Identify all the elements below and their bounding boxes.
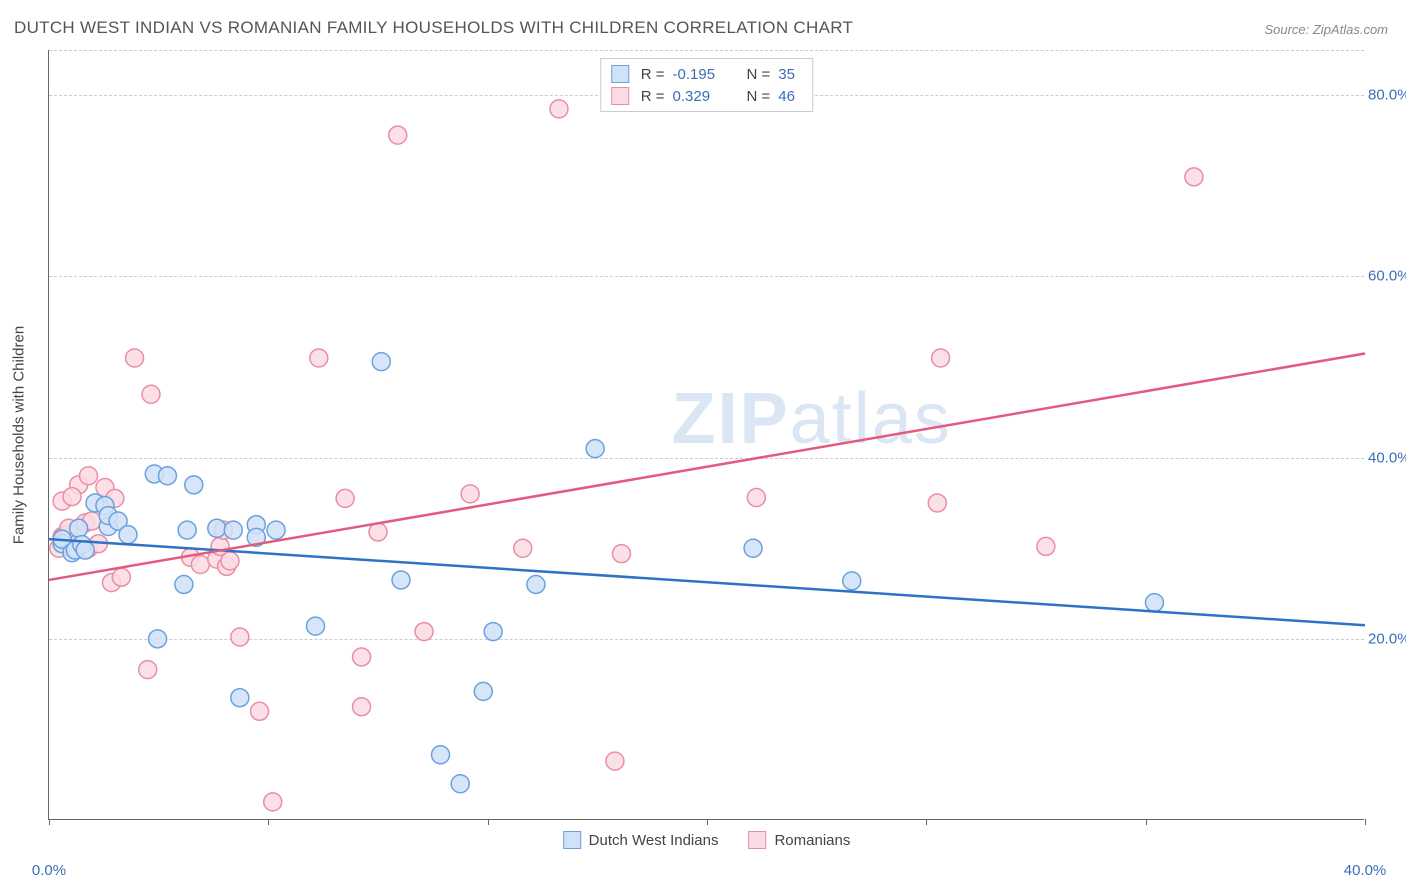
y-tick-label: 20.0% xyxy=(1368,630,1406,647)
legend-top-row: R = 0.329 N = 46 xyxy=(611,85,803,107)
scatter-point xyxy=(432,746,450,764)
legend-bottom: Dutch West Indians Romanians xyxy=(563,831,851,849)
x-tick xyxy=(49,819,50,825)
scatter-point xyxy=(76,541,94,559)
x-tick xyxy=(926,819,927,825)
x-tick xyxy=(1146,819,1147,825)
source-label: Source: ZipAtlas.com xyxy=(1264,22,1388,37)
scatter-point xyxy=(231,628,249,646)
scatter-point xyxy=(932,349,950,367)
scatter-point xyxy=(63,488,81,506)
legend-r-label: R = xyxy=(641,66,665,83)
scatter-point xyxy=(175,575,193,593)
x-tick-label: 0.0% xyxy=(32,862,66,879)
scatter-point xyxy=(527,575,545,593)
legend-n-value: 35 xyxy=(778,66,802,83)
legend-bottom-item: Romanians xyxy=(748,831,850,849)
scatter-point xyxy=(231,689,249,707)
scatter-point xyxy=(1145,594,1163,612)
legend-swatch xyxy=(611,65,629,83)
y-tick-label: 80.0% xyxy=(1368,87,1406,104)
scatter-point xyxy=(484,623,502,641)
legend-r-value: 0.329 xyxy=(673,88,731,105)
scatter-point xyxy=(251,702,269,720)
scatter-point xyxy=(149,630,167,648)
x-tick xyxy=(268,819,269,825)
legend-top-row: R = -0.195 N = 35 xyxy=(611,63,803,85)
legend-swatch xyxy=(563,831,581,849)
y-tick-label: 40.0% xyxy=(1368,449,1406,466)
scatter-point xyxy=(744,539,762,557)
scatter-point xyxy=(336,489,354,507)
scatter-point xyxy=(158,467,176,485)
correlation-chart: DUTCH WEST INDIAN VS ROMANIAN FAMILY HOU… xyxy=(0,0,1406,892)
scatter-point xyxy=(221,552,239,570)
scatter-svg xyxy=(49,50,1364,819)
scatter-point xyxy=(586,440,604,458)
plot-area: ZIPatlas Family Households with Children… xyxy=(48,50,1364,820)
scatter-point xyxy=(208,519,226,537)
scatter-point xyxy=(474,682,492,700)
scatter-point xyxy=(353,698,371,716)
scatter-point xyxy=(612,545,630,563)
trend-line xyxy=(49,539,1365,625)
scatter-point xyxy=(1185,168,1203,186)
legend-top: R = -0.195 N = 35 R = 0.329 N = 46 xyxy=(600,58,814,112)
x-tick xyxy=(488,819,489,825)
scatter-point xyxy=(747,489,765,507)
scatter-point xyxy=(119,526,137,544)
scatter-point xyxy=(112,568,130,586)
scatter-point xyxy=(185,476,203,494)
scatter-point xyxy=(264,793,282,811)
y-axis-label: Family Households with Children xyxy=(11,325,28,543)
scatter-point xyxy=(139,661,157,679)
chart-title: DUTCH WEST INDIAN VS ROMANIAN FAMILY HOU… xyxy=(14,18,853,38)
scatter-point xyxy=(372,353,390,371)
scatter-point xyxy=(843,572,861,590)
scatter-point xyxy=(70,519,88,537)
scatter-point xyxy=(267,521,285,539)
scatter-point xyxy=(392,571,410,589)
trend-line xyxy=(49,353,1365,579)
scatter-point xyxy=(389,126,407,144)
legend-bottom-item: Dutch West Indians xyxy=(563,831,719,849)
legend-series-label: Romanians xyxy=(774,832,850,849)
scatter-point xyxy=(928,494,946,512)
legend-swatch xyxy=(748,831,766,849)
scatter-point xyxy=(178,521,196,539)
legend-n-label: N = xyxy=(747,88,771,105)
scatter-point xyxy=(126,349,144,367)
scatter-point xyxy=(191,556,209,574)
legend-n-label: N = xyxy=(747,66,771,83)
scatter-point xyxy=(550,100,568,118)
scatter-point xyxy=(451,775,469,793)
scatter-point xyxy=(79,467,97,485)
x-tick-label: 40.0% xyxy=(1344,862,1387,879)
scatter-point xyxy=(1037,537,1055,555)
x-tick xyxy=(1365,819,1366,825)
legend-r-value: -0.195 xyxy=(673,66,731,83)
y-tick-label: 60.0% xyxy=(1368,268,1406,285)
scatter-point xyxy=(514,539,532,557)
scatter-point xyxy=(310,349,328,367)
legend-swatch xyxy=(611,87,629,105)
scatter-point xyxy=(606,752,624,770)
scatter-point xyxy=(353,648,371,666)
x-tick xyxy=(707,819,708,825)
legend-r-label: R = xyxy=(641,88,665,105)
scatter-point xyxy=(415,623,433,641)
scatter-point xyxy=(142,385,160,403)
legend-n-value: 46 xyxy=(778,88,802,105)
scatter-point xyxy=(224,521,242,539)
scatter-point xyxy=(306,617,324,635)
legend-series-label: Dutch West Indians xyxy=(589,832,719,849)
scatter-point xyxy=(461,485,479,503)
